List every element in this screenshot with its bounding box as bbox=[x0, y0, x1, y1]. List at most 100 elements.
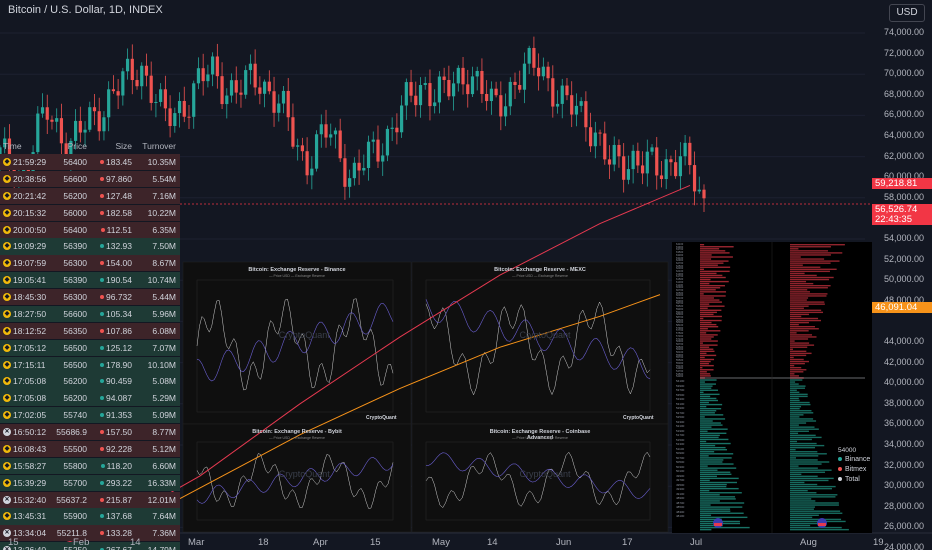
orderbook-bar bbox=[700, 471, 731, 473]
orderbook-bar bbox=[790, 389, 797, 391]
orderbook-bar bbox=[700, 342, 703, 344]
trade-row[interactable]: ◆ 19:09:29 56390 132.93 7.50M bbox=[0, 238, 180, 255]
legend-label: Binance bbox=[845, 456, 871, 463]
orderbook-bar bbox=[790, 317, 819, 320]
orderbook-level: 63300 bbox=[676, 253, 684, 257]
trade-row[interactable]: ✕ 16:50:12 55686.9 157.50 8.77M bbox=[0, 424, 180, 441]
trade-price: 55637.2 bbox=[56, 494, 87, 505]
trade-row[interactable]: ◆ 15:39:29 55700 293.22 16.33M bbox=[0, 474, 180, 491]
x-tick-label: 14 bbox=[487, 537, 498, 548]
candle-body bbox=[69, 140, 73, 161]
cq-watermark: CryptoQuant bbox=[519, 469, 571, 480]
sell-dot-icon bbox=[100, 210, 104, 215]
trade-turnover: 5.12M bbox=[152, 443, 176, 454]
x-tick-label: May bbox=[432, 537, 450, 548]
trade-time-value: 20:00:50 bbox=[13, 224, 47, 235]
orderbook-level: 59500 bbox=[676, 305, 684, 309]
orderbook-level: 48300 bbox=[676, 509, 685, 514]
candle-body bbox=[206, 74, 210, 82]
y-tick-label: 44,000.00 bbox=[883, 336, 924, 346]
currency-button[interactable]: USD bbox=[889, 4, 925, 22]
orderbook-bar bbox=[790, 276, 834, 279]
orderbook-level: 53300 bbox=[676, 397, 685, 401]
trade-row[interactable]: ◆ 18:12:52 56350 107.86 6.08M bbox=[0, 322, 180, 339]
orderbook-level: 60500 bbox=[676, 291, 684, 295]
trade-row[interactable]: ◆ 16:08:43 55500 92.228 5.12M bbox=[0, 440, 180, 458]
trade-row[interactable]: ✕ 15:32:40 55637.2 215.87 12.01M bbox=[0, 491, 180, 508]
trade-row[interactable]: ✕13:26:4055250267.6714.79M bbox=[0, 542, 180, 550]
trade-time: ◆ 13:45:31 bbox=[0, 511, 50, 521]
trade-row[interactable]: ◆ 17:15:11 56500 178.90 10.10M bbox=[0, 356, 180, 373]
candle-body bbox=[546, 66, 550, 79]
orderbook-level: 49300 bbox=[676, 487, 685, 491]
candle-body bbox=[272, 91, 276, 113]
candle-body bbox=[88, 107, 92, 130]
trade-row[interactable]: ✕ 13:34:04 55211.8 133.28 7.36M bbox=[0, 525, 180, 542]
trade-row[interactable]: ◆ 21:59:29 56400 183.45 10.35M bbox=[0, 154, 180, 171]
candle-body bbox=[277, 103, 281, 113]
trade-row[interactable]: ◆ 18:27:50 56600 105.34 5.96M bbox=[0, 305, 180, 323]
trade-row[interactable]: ◆ 15:58:27 55800 118.20 6.60M bbox=[0, 457, 180, 474]
y-tick-label: 62,000.00 bbox=[883, 150, 924, 161]
trade-size-value: 94.087 bbox=[106, 393, 132, 404]
trade-size: 92.228 bbox=[87, 444, 132, 454]
x-icon: ✕ bbox=[3, 546, 11, 550]
trade-row[interactable]: ◆ 20:15:32 56000 182.58 10.22M bbox=[0, 204, 180, 221]
orderbook-bar bbox=[700, 510, 731, 512]
cq-panel-legend: — Price USD — Exchange Reserve bbox=[269, 436, 325, 440]
orderbook-bar bbox=[700, 379, 717, 381]
trade-row[interactable]: ◆ 13:45:31 55900 137.68 7.64M bbox=[0, 508, 180, 525]
candle-body bbox=[107, 89, 111, 118]
orderbook-price-label: 54000 bbox=[838, 447, 857, 454]
orderbook-bar bbox=[790, 471, 826, 473]
header-turnover: Turnover bbox=[142, 141, 176, 151]
x-tick-label: 17 bbox=[622, 537, 633, 548]
orderbook-bar bbox=[700, 393, 720, 396]
candle-body bbox=[702, 189, 706, 199]
candle-body bbox=[688, 142, 692, 166]
orderbook-bar bbox=[790, 479, 829, 482]
buy-dot-icon bbox=[100, 480, 104, 485]
candle-body bbox=[395, 127, 399, 133]
trade-row[interactable]: ◆ 17:05:08 56200 90.459 5.08M bbox=[0, 373, 180, 390]
y-tick-label: 74,000.00 bbox=[883, 27, 924, 37]
trade-row[interactable]: ◆ 20:38:56 56600 97.860 5.54M bbox=[0, 170, 180, 188]
orderbook-bar bbox=[790, 483, 818, 486]
orderbook-bar bbox=[700, 332, 707, 334]
trade-row[interactable]: ◆ 20:21:42 56200 127.48 7.16M bbox=[0, 187, 180, 204]
trade-row[interactable]: ◆ 18:45:30 56300 96.732 5.44M bbox=[0, 289, 180, 306]
candles bbox=[0, 36, 706, 212]
candle-body bbox=[683, 142, 687, 157]
trade-row[interactable]: ◆ 17:05:08 56200 94.087 5.29M bbox=[0, 390, 180, 407]
orderbook-bar bbox=[790, 420, 817, 422]
orderbook-bar bbox=[700, 467, 737, 469]
orderbook-bar bbox=[700, 440, 707, 443]
trade-row[interactable]: ◆ 17:05:12 56500 125.12 7.07M bbox=[0, 339, 180, 356]
trade-row[interactable]: ◆ 20:00:50 56400 112.51 6.35M bbox=[0, 221, 180, 238]
orderbook-bar bbox=[700, 453, 734, 455]
trade-time-value: 17:05:08 bbox=[13, 376, 47, 387]
orderbook-bar bbox=[790, 305, 809, 307]
orderbook-bar bbox=[790, 256, 801, 258]
orderbook-bar bbox=[700, 401, 709, 404]
orderbook-bar bbox=[700, 479, 710, 482]
candle-body bbox=[324, 124, 328, 138]
orderbook-bar bbox=[700, 252, 730, 254]
candle-body bbox=[437, 76, 442, 103]
trade-price: 55700 bbox=[63, 477, 87, 488]
sell-dot-icon bbox=[100, 261, 104, 266]
trade-turnover: 10.22M bbox=[147, 207, 176, 218]
trade-row[interactable]: ◆ 19:07:59 56300 154.00 8.67M bbox=[0, 255, 180, 272]
trade-row[interactable]: ◆ 17:02:05 55740 91.353 5.09M bbox=[0, 407, 180, 424]
trade-size-value: 91.353 bbox=[106, 410, 132, 421]
orderbook-level: 57300 bbox=[676, 334, 684, 338]
orderbook-bar bbox=[700, 315, 722, 318]
orderbook-bar bbox=[790, 342, 810, 344]
orderbook-bar bbox=[790, 475, 818, 478]
y-tick-label: 64,000.00 bbox=[883, 130, 924, 140]
orderbook-bar bbox=[790, 459, 818, 461]
orderbook-bar bbox=[700, 528, 712, 531]
trade-size-value: 154.00 bbox=[106, 258, 132, 269]
trade-row[interactable]: ◆ 19:05:41 56390 190.54 10.74M bbox=[0, 272, 180, 289]
